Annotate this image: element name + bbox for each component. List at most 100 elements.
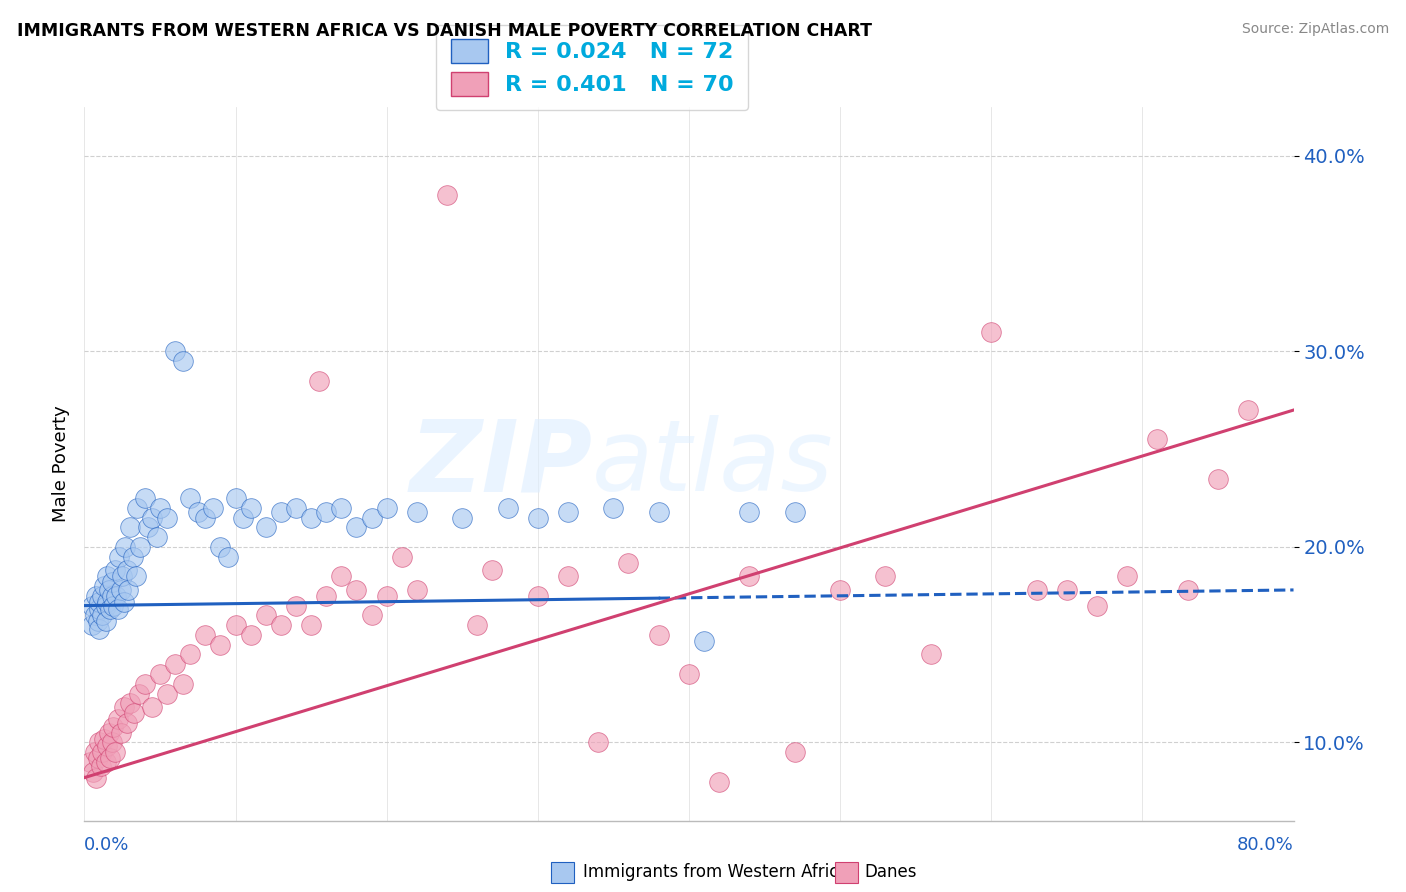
Point: [84, 608, 107, 623]
Point: [875, 569, 897, 583]
Point: [360, 608, 382, 623]
Point: [129, 540, 152, 554]
Point: [299, 618, 322, 632]
Point: [315, 505, 337, 519]
Text: 0.0%: 0.0%: [84, 837, 129, 855]
Point: [136, 520, 159, 534]
Point: [100, 735, 122, 749]
Point: [97, 582, 120, 597]
Text: Source: ZipAtlas.com: Source: ZipAtlas.com: [1241, 22, 1389, 37]
Point: [830, 582, 852, 597]
Point: [1206, 471, 1229, 485]
Point: [134, 677, 156, 691]
Point: [172, 677, 194, 691]
Point: [118, 520, 141, 534]
Point: [648, 505, 671, 519]
Point: [330, 500, 353, 515]
Point: [96, 739, 118, 754]
Point: [134, 491, 156, 505]
Point: [146, 530, 169, 544]
Point: [1116, 569, 1139, 583]
Point: [738, 569, 761, 583]
Point: [315, 589, 337, 603]
Point: [91, 589, 114, 603]
Point: [115, 715, 138, 730]
Point: [121, 549, 143, 564]
Point: [104, 745, 127, 759]
Point: [270, 618, 292, 632]
Point: [87, 614, 110, 628]
Point: [98, 602, 121, 616]
Point: [201, 500, 224, 515]
Point: [96, 569, 118, 583]
Point: [91, 745, 114, 759]
Point: [232, 510, 254, 524]
Point: [481, 563, 503, 577]
Legend: R = 0.024   N = 72, R = 0.401   N = 70: R = 0.024 N = 72, R = 0.401 N = 70: [436, 25, 748, 111]
Point: [557, 505, 579, 519]
Point: [254, 520, 277, 534]
Point: [82, 764, 104, 779]
Point: [179, 648, 201, 662]
Point: [94, 755, 117, 769]
Point: [254, 608, 277, 623]
Point: [980, 325, 1002, 339]
Point: [89, 735, 111, 749]
Point: [693, 633, 716, 648]
Point: [149, 667, 172, 681]
Point: [270, 505, 292, 519]
Point: [93, 579, 115, 593]
Point: [156, 510, 179, 524]
Point: [225, 491, 247, 505]
Text: Danes: Danes: [865, 863, 917, 881]
Point: [90, 759, 112, 773]
Point: [111, 569, 134, 583]
Point: [89, 595, 111, 609]
Point: [360, 510, 382, 524]
Point: [783, 505, 806, 519]
Point: [128, 687, 150, 701]
Point: [406, 582, 429, 597]
Point: [375, 589, 398, 603]
Point: [1146, 433, 1168, 447]
Point: [678, 667, 700, 681]
Point: [1177, 582, 1199, 597]
Point: [141, 510, 163, 524]
Point: [346, 582, 368, 597]
Point: [141, 700, 163, 714]
Point: [187, 505, 209, 519]
Point: [436, 188, 458, 202]
Point: [172, 354, 194, 368]
Point: [225, 618, 247, 632]
Point: [104, 563, 127, 577]
Point: [80, 618, 103, 632]
Point: [105, 589, 128, 603]
Point: [97, 725, 120, 739]
Point: [149, 500, 172, 515]
Point: [920, 648, 942, 662]
Text: atlas: atlas: [592, 416, 834, 512]
Point: [738, 505, 761, 519]
Point: [80, 599, 103, 613]
Point: [86, 771, 108, 785]
Point: [194, 628, 217, 642]
Point: [114, 540, 136, 554]
Point: [125, 569, 148, 583]
Point: [451, 510, 474, 524]
Point: [346, 520, 368, 534]
Point: [112, 595, 135, 609]
Point: [115, 563, 138, 577]
Point: [179, 491, 201, 505]
Point: [709, 774, 731, 789]
Point: [308, 374, 330, 388]
Y-axis label: Male Poverty: Male Poverty: [52, 406, 70, 522]
Point: [89, 602, 111, 616]
Point: [217, 549, 239, 564]
Point: [165, 344, 187, 359]
Point: [165, 657, 187, 672]
Point: [209, 638, 232, 652]
Point: [330, 569, 353, 583]
Point: [101, 720, 124, 734]
Point: [285, 500, 308, 515]
Point: [89, 622, 111, 636]
